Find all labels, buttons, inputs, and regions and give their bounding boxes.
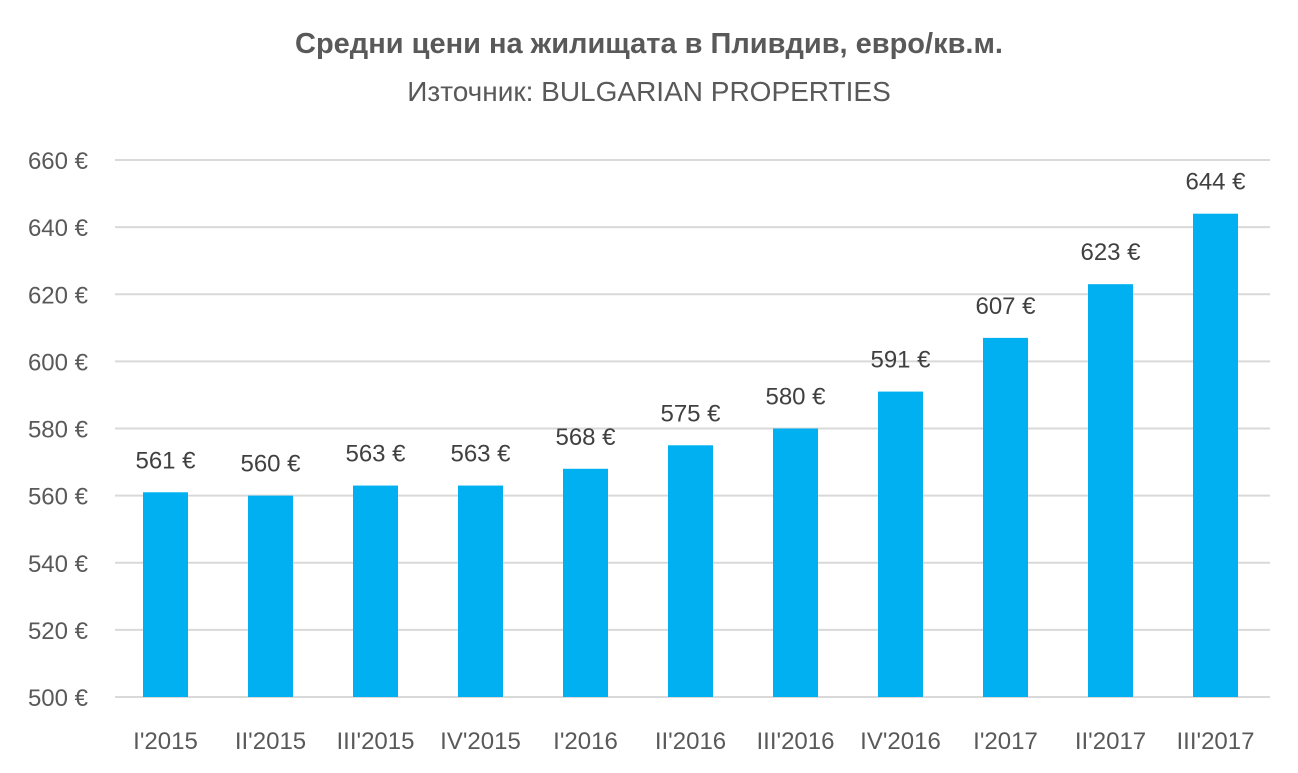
x-tick-label: I'2017 [973,728,1038,755]
data-label: 575 € [660,400,721,427]
y-tick-label: 600 € [28,349,89,376]
bar [143,492,188,697]
bar [563,468,608,697]
x-tick-label: II'2017 [1075,728,1146,755]
data-label: 561 € [135,447,196,474]
x-tick-label: III'2015 [337,728,415,755]
x-tick-label: I'2016 [553,728,618,755]
y-tick-label: 660 € [28,148,89,175]
bar [773,428,818,697]
y-tick-label: 500 € [28,685,89,712]
data-label: 563 € [450,441,511,468]
chart-title: Средни цени на жилищата в Пливдив, евро/… [295,28,1003,60]
y-tick-label: 540 € [28,551,89,578]
bar [353,485,398,697]
y-tick-label: 580 € [28,417,89,444]
x-tick-label: II'2015 [235,728,306,755]
data-label: 623 € [1080,239,1141,266]
chart-subtitle: Източник: BULGARIAN PROPERTIES [407,76,891,107]
data-label: 568 € [555,424,616,451]
bar [1088,284,1133,697]
y-tick-label: 640 € [28,215,89,242]
data-label: 580 € [765,384,826,411]
x-tick-label: IV'2015 [440,728,521,755]
x-tick-label: IV'2016 [860,728,941,755]
y-tick-label: 620 € [28,282,89,309]
data-label: 563 € [345,441,406,468]
bar [458,485,503,697]
x-tick-label: II'2016 [655,728,726,755]
bar [983,337,1028,697]
bar [878,391,923,697]
x-tick-label: III'2016 [757,728,835,755]
bar [668,445,713,697]
x-tick-label: III'2017 [1177,728,1255,755]
bar [1193,213,1238,697]
x-tick-label: I'2015 [133,728,198,755]
data-label: 607 € [975,293,1036,320]
data-label: 560 € [240,451,301,478]
y-tick-label: 560 € [28,484,89,511]
data-label: 644 € [1185,169,1246,196]
data-label: 591 € [870,347,931,374]
y-tick-label: 520 € [28,618,89,645]
bar [248,495,293,697]
